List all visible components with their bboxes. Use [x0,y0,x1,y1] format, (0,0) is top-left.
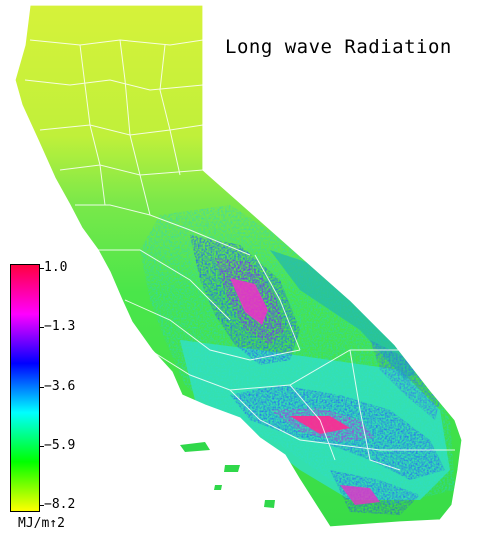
color-scale-bar [10,264,40,512]
radiation-field [140,205,455,515]
scale-tick-mark [39,268,44,269]
state-outline [14,4,463,528]
scale-tick-mark [39,445,44,447]
scale-tick-label: −5.9 [44,437,76,453]
scale-tick-label: −3.6 [44,378,76,394]
scale-tick-mark [39,386,44,388]
scale-tick-label: −8.2 [44,497,76,512]
region-south-blue [330,470,420,515]
region-desert-blue [370,340,440,420]
region-sierra-magenta [230,278,268,325]
channel-islands [180,442,275,508]
scale-tick-mark [39,505,44,506]
units-label: MJ/m↑2 [18,516,65,531]
region-south-magenta [340,485,380,505]
map-title: Long wave Radiation [225,36,452,58]
scale-tick-label: 1.0 [44,260,68,275]
county-boundaries [24,39,455,471]
scale-tick-mark [39,327,44,329]
scale-tick-label: −1.3 [44,319,76,335]
region-sangabriel-pink [290,416,350,434]
